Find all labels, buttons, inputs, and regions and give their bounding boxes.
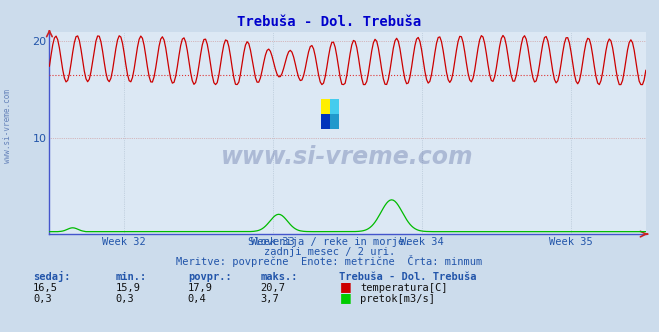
Text: maks.:: maks.: (260, 272, 298, 282)
Text: zadnji mesec / 2 uri.: zadnji mesec / 2 uri. (264, 247, 395, 257)
Text: sedaj:: sedaj: (33, 271, 71, 282)
Text: temperatura[C]: temperatura[C] (360, 284, 448, 293)
Text: Trebuša - Dol. Trebuša: Trebuša - Dol. Trebuša (339, 272, 477, 282)
Text: 17,9: 17,9 (188, 284, 213, 293)
Text: min.:: min.: (115, 272, 146, 282)
Bar (321, 99, 330, 114)
Text: 3,7: 3,7 (260, 294, 279, 304)
Text: ■: ■ (339, 280, 351, 293)
Text: Slovenija / reke in morje.: Slovenija / reke in morje. (248, 237, 411, 247)
Text: 20,7: 20,7 (260, 284, 285, 293)
Text: ■: ■ (339, 291, 351, 304)
Text: Trebuša - Dol. Trebuša: Trebuša - Dol. Trebuša (237, 15, 422, 29)
Text: 0,3: 0,3 (33, 294, 51, 304)
Text: www.si-vreme.com: www.si-vreme.com (3, 89, 13, 163)
Bar (321, 114, 330, 129)
Bar (330, 99, 339, 114)
Text: 15,9: 15,9 (115, 284, 140, 293)
Text: pretok[m3/s]: pretok[m3/s] (360, 294, 436, 304)
Text: povpr.:: povpr.: (188, 272, 231, 282)
Text: Meritve: povprečne  Enote: metrične  Črta: minmum: Meritve: povprečne Enote: metrične Črta:… (177, 255, 482, 267)
Bar (330, 114, 339, 129)
Text: 16,5: 16,5 (33, 284, 58, 293)
Text: www.si-vreme.com: www.si-vreme.com (221, 145, 474, 169)
Text: 0,3: 0,3 (115, 294, 134, 304)
Text: 0,4: 0,4 (188, 294, 206, 304)
